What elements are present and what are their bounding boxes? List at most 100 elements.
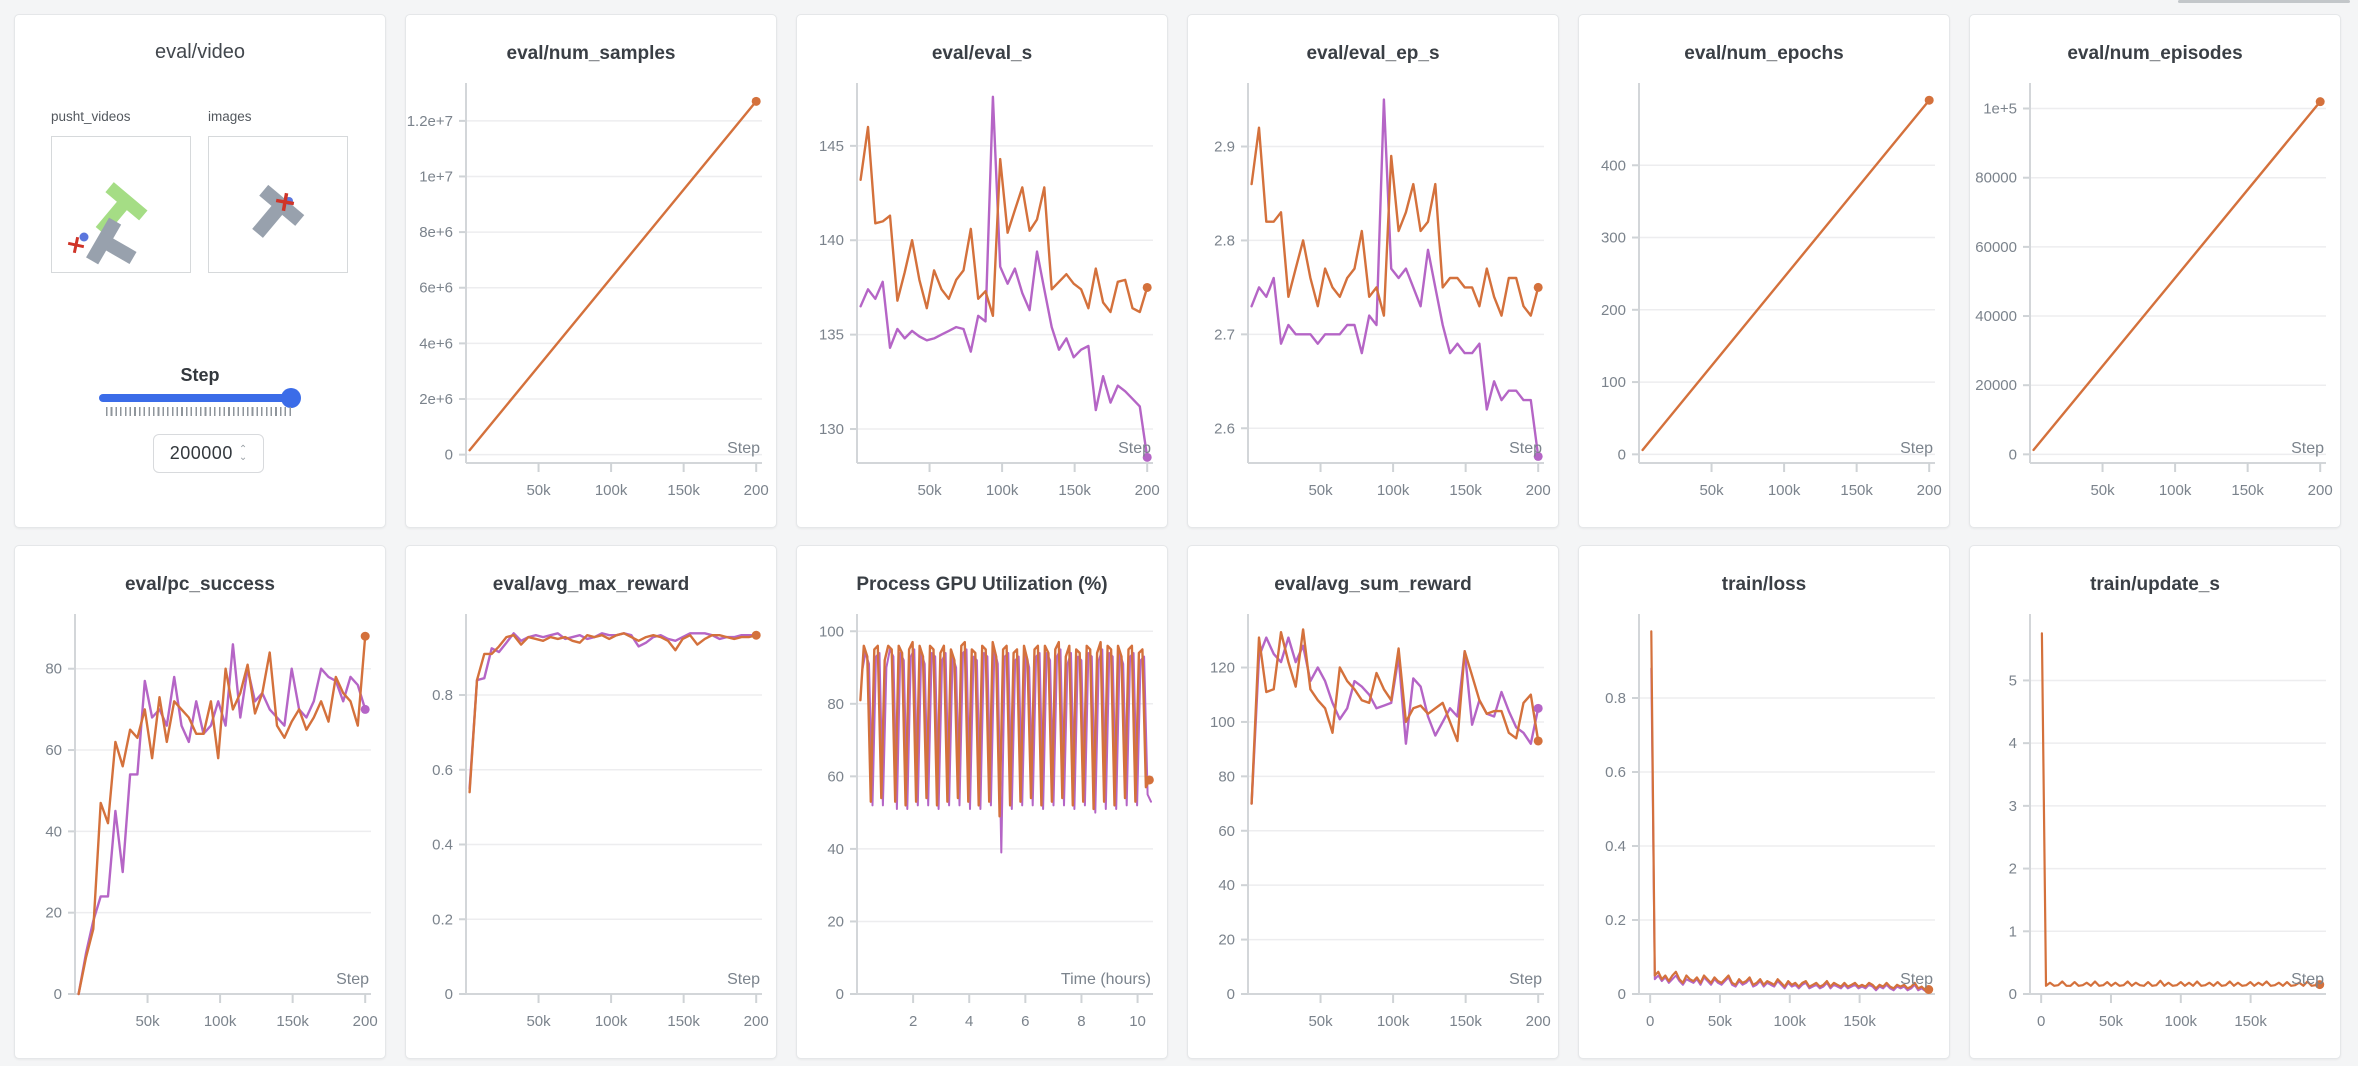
pusht-video-thumbnail[interactable] <box>51 136 191 273</box>
step-slider-track[interactable] <box>99 394 299 402</box>
line-chart-eval-num-samples[interactable]: 0 2e+6 4e+6 6e+6 8e+6 1e+7 1.2e+7 50k 100k 150k 20… <box>406 71 777 515</box>
svg-text:0: 0 <box>2009 446 2017 463</box>
svg-text:1.2e+7: 1.2e+7 <box>407 113 453 130</box>
svg-text:0.6: 0.6 <box>432 762 453 779</box>
svg-text:50k: 50k <box>1708 1013 1733 1030</box>
chart-title: eval/eval_s <box>931 43 1033 64</box>
panel-gpu-utilization: Process GPU Utilization (%) 0 20 40 60 80 100… <box>796 545 1168 1059</box>
svg-text:0.8: 0.8 <box>432 687 453 704</box>
svg-text:80: 80 <box>1218 768 1235 785</box>
media-key-images: images <box>208 109 252 124</box>
svg-text:Step: Step <box>727 971 760 988</box>
chart-title: eval/num_samples <box>506 43 676 64</box>
svg-text:50k: 50k <box>1308 482 1333 499</box>
media-panel-title: eval/video <box>154 41 246 63</box>
svg-text:0: 0 <box>1646 1013 1654 1030</box>
chart-title: eval/pc_success <box>124 574 275 595</box>
svg-text:Time (hours): Time (hours) <box>1061 971 1151 988</box>
step-stepper: ⌃ ⌄ <box>238 443 248 463</box>
svg-text:135: 135 <box>819 327 844 344</box>
svg-text:0.2: 0.2 <box>432 911 453 928</box>
svg-text:0: 0 <box>445 986 453 1003</box>
images-thumbnail[interactable] <box>208 136 348 273</box>
panel-eval-pc-success: eval/pc_success 0 20 40 60 80 50k 100k 150k 200 S… <box>14 545 386 1059</box>
step-value-input[interactable]: 200000 ⌃ ⌄ <box>153 434 264 473</box>
svg-text:150k: 150k <box>2231 482 2264 499</box>
svg-text:0: 0 <box>1618 446 1626 463</box>
svg-text:Step: Step <box>2291 440 2324 457</box>
step-increment-icon[interactable]: ⌃ <box>238 443 248 455</box>
svg-text:100k: 100k <box>595 1013 628 1030</box>
svg-text:150k: 150k <box>1449 1013 1482 1030</box>
svg-text:200: 200 <box>744 482 769 499</box>
step-decrement-icon[interactable]: ⌄ <box>238 451 248 463</box>
svg-text:200: 200 <box>1135 482 1160 499</box>
step-value-text[interactable]: 200000 <box>169 443 233 463</box>
svg-text:Step: Step <box>727 440 760 457</box>
svg-text:4e+6: 4e+6 <box>419 335 453 352</box>
agent-dot <box>79 232 89 242</box>
line-chart-eval-avg-sum-reward[interactable]: 0 20 40 60 80 100 120 50k 100k 150k 200 Step <box>1188 602 1559 1046</box>
svg-text:200: 200 <box>1601 302 1626 319</box>
step-slider-label: Step <box>180 365 220 385</box>
svg-text:Step: Step <box>336 971 369 988</box>
svg-text:200: 200 <box>1526 1013 1551 1030</box>
svg-text:0: 0 <box>1227 986 1235 1003</box>
gray-t-block <box>86 217 137 265</box>
svg-text:150k: 150k <box>2234 1013 2267 1030</box>
svg-text:300: 300 <box>1601 230 1626 247</box>
images-frame <box>252 184 305 238</box>
chart-title: eval/eval_ep_s <box>1306 43 1440 64</box>
line-chart-train-loss[interactable]: 0 0.2 0.4 0.6 0.8 0 50k 100k 150k Step <box>1579 602 1950 1046</box>
line-chart-eval-eval-s[interactable]: 130 135 140 145 50k 100k 150k 200 Step <box>797 71 1168 515</box>
media-key-pusht-videos: pusht_videos <box>51 109 131 124</box>
svg-text:50k: 50k <box>2090 482 2115 499</box>
svg-text:150k: 150k <box>667 482 700 499</box>
svg-text:50k: 50k <box>1699 482 1724 499</box>
chart-title: eval/avg_max_reward <box>492 574 690 595</box>
line-chart-eval-avg-max-reward[interactable]: 0 0.2 0.4 0.6 0.8 50k 100k 150k 200 Step <box>406 602 777 1046</box>
step-slider-thumb[interactable] <box>281 388 301 408</box>
gray-t-block <box>252 184 305 238</box>
svg-text:150k: 150k <box>667 1013 700 1030</box>
svg-text:150k: 150k <box>1058 482 1091 499</box>
svg-text:2.8: 2.8 <box>1214 232 1235 249</box>
chart-title: train/loss <box>1721 574 1807 595</box>
svg-text:100k: 100k <box>1774 1013 1807 1030</box>
chart-title: eval/num_episodes <box>2067 43 2243 64</box>
svg-text:0.8: 0.8 <box>1605 690 1626 707</box>
svg-text:2.6: 2.6 <box>1214 420 1235 437</box>
svg-text:1e+5: 1e+5 <box>1983 101 2017 118</box>
line-chart-eval-num-episodes[interactable]: 0 20000 40000 60000 80000 1e+5 50k 100k 150k 200 S… <box>1970 71 2341 515</box>
svg-text:3: 3 <box>2009 798 2017 815</box>
line-chart-eval-num-epochs[interactable]: 0 100 200 300 400 50k 100k 150k 200 Step <box>1579 71 1950 515</box>
svg-text:20000: 20000 <box>1975 377 2017 394</box>
panel-eval-num-samples: eval/num_samples 0 2e+6 4e+6 6e+6 8e+6 1e+7 1.… <box>405 14 777 528</box>
svg-text:6: 6 <box>1021 1013 1029 1030</box>
svg-text:50k: 50k <box>2099 1013 2124 1030</box>
svg-text:60: 60 <box>45 742 62 759</box>
panel-eval-eval-s: eval/eval_s 130 135 140 145 50k 100k 150k 200 St… <box>796 14 1168 528</box>
svg-text:100k: 100k <box>595 482 628 499</box>
svg-text:0.6: 0.6 <box>1605 764 1626 781</box>
svg-text:200: 200 <box>1526 482 1551 499</box>
line-chart-eval-eval-ep-s[interactable]: 2.6 2.7 2.8 2.9 50k 100k 150k 200 Step <box>1188 71 1559 515</box>
svg-text:100: 100 <box>1210 714 1235 731</box>
line-chart-gpu-utilization[interactable]: 0 20 40 60 80 100 2 4 6 8 10 Time (hours) <box>797 602 1168 1046</box>
svg-text:Step: Step <box>1900 440 1933 457</box>
svg-text:1: 1 <box>2009 923 2017 940</box>
svg-text:200: 200 <box>2308 482 2333 499</box>
svg-text:0: 0 <box>54 986 62 1003</box>
line-chart-train-update-s[interactable]: 0 1 2 3 4 5 0 50k 100k 150k Step <box>1970 602 2341 1046</box>
chart-title: Process GPU Utilization (%) <box>856 574 1108 595</box>
pusht-video-frame <box>67 182 148 265</box>
svg-text:1e+7: 1e+7 <box>419 168 453 185</box>
svg-text:20: 20 <box>827 913 844 930</box>
svg-text:130: 130 <box>819 421 844 438</box>
goal-cross <box>67 236 85 254</box>
svg-text:200: 200 <box>353 1013 378 1030</box>
svg-text:0: 0 <box>1618 986 1626 1003</box>
svg-text:Step: Step <box>2291 971 2324 988</box>
line-chart-eval-pc-success[interactable]: 0 20 40 60 80 50k 100k 150k 200 Step <box>15 602 386 1046</box>
